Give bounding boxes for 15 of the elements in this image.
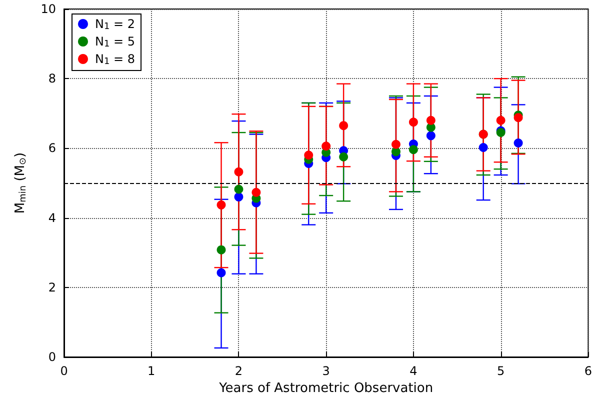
y-tick-label: 4: [48, 210, 56, 225]
x-tick-label: 5: [497, 364, 505, 378]
y-tick-label: 8: [48, 72, 56, 86]
y-axis-title: Mmin (M⊙): [13, 152, 28, 214]
x-axis-title: Years of Astrometric Observation: [218, 380, 434, 396]
x-tick-label: 0: [60, 364, 68, 378]
x-tick-label: 1: [148, 364, 156, 378]
y-tick-label: 2: [48, 280, 56, 294]
y-tick-label: 10: [40, 2, 56, 16]
y-tick-label: 6: [48, 141, 56, 156]
x-tick-label: 2: [234, 364, 243, 378]
x-tick-label: 6: [584, 364, 592, 378]
x-tick-label: 4: [410, 364, 418, 378]
x-tick-label: 3: [322, 364, 330, 378]
y-tick-label: 0: [48, 350, 56, 364]
